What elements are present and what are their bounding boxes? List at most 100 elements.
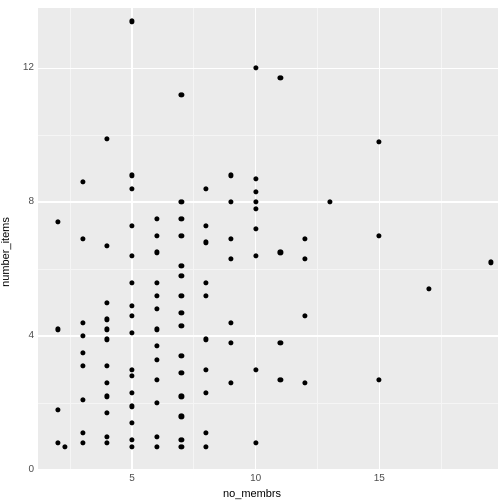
data-point bbox=[179, 92, 184, 97]
grid-major-v bbox=[131, 8, 133, 470]
data-point bbox=[154, 280, 159, 285]
data-point bbox=[303, 256, 308, 261]
grid-minor-v bbox=[70, 8, 71, 470]
data-point bbox=[488, 260, 493, 265]
data-point bbox=[154, 377, 159, 382]
grid-minor-v bbox=[441, 8, 442, 470]
data-point bbox=[105, 364, 110, 369]
plot-panel bbox=[38, 8, 498, 470]
data-point bbox=[80, 333, 85, 338]
data-point bbox=[80, 364, 85, 369]
data-point bbox=[105, 300, 110, 305]
data-point bbox=[129, 390, 134, 395]
x-tick-label: 5 bbox=[129, 473, 135, 484]
data-point bbox=[204, 280, 209, 285]
data-point bbox=[253, 206, 258, 211]
data-point bbox=[80, 350, 85, 355]
data-point bbox=[154, 233, 159, 238]
data-point bbox=[154, 434, 159, 439]
data-point bbox=[129, 374, 134, 379]
data-point bbox=[228, 200, 233, 205]
data-point bbox=[154, 307, 159, 312]
data-point bbox=[228, 173, 233, 178]
grid-major-v bbox=[255, 8, 257, 470]
data-point bbox=[80, 397, 85, 402]
grid-major-v bbox=[379, 8, 381, 470]
data-point bbox=[204, 293, 209, 298]
data-point bbox=[179, 354, 184, 359]
data-point bbox=[80, 179, 85, 184]
data-point bbox=[154, 400, 159, 405]
data-point bbox=[204, 444, 209, 449]
data-point bbox=[80, 441, 85, 446]
data-point bbox=[129, 444, 134, 449]
data-point bbox=[129, 421, 134, 426]
data-point bbox=[105, 394, 110, 399]
data-point bbox=[179, 437, 184, 442]
data-point bbox=[129, 173, 134, 178]
data-point bbox=[63, 444, 68, 449]
data-point bbox=[179, 323, 184, 328]
data-point bbox=[278, 340, 283, 345]
data-point bbox=[179, 263, 184, 268]
data-point bbox=[179, 310, 184, 315]
data-point bbox=[228, 320, 233, 325]
data-point bbox=[253, 441, 258, 446]
data-point bbox=[303, 236, 308, 241]
data-point bbox=[179, 273, 184, 278]
data-point bbox=[105, 441, 110, 446]
data-point bbox=[154, 293, 159, 298]
data-point bbox=[154, 357, 159, 362]
data-point bbox=[129, 223, 134, 228]
data-point bbox=[129, 367, 134, 372]
data-point bbox=[228, 340, 233, 345]
data-point bbox=[204, 431, 209, 436]
data-point bbox=[80, 431, 85, 436]
data-point bbox=[105, 410, 110, 415]
data-point bbox=[377, 233, 382, 238]
grid-major-h bbox=[38, 201, 498, 203]
data-point bbox=[55, 407, 60, 412]
data-point bbox=[55, 327, 60, 332]
data-point bbox=[253, 66, 258, 71]
y-tick-label: 8 bbox=[28, 196, 34, 207]
data-point bbox=[179, 233, 184, 238]
grid-major-h bbox=[38, 469, 498, 471]
data-point bbox=[179, 444, 184, 449]
data-point bbox=[129, 404, 134, 409]
data-point bbox=[204, 240, 209, 245]
data-point bbox=[179, 414, 184, 419]
data-point bbox=[105, 434, 110, 439]
data-point bbox=[426, 287, 431, 292]
data-point bbox=[253, 253, 258, 258]
data-point bbox=[129, 19, 134, 24]
scatter-plot: number_items no_membrs 04812 51015 bbox=[0, 0, 504, 504]
data-point bbox=[204, 390, 209, 395]
data-point bbox=[80, 320, 85, 325]
data-point bbox=[129, 186, 134, 191]
data-point bbox=[179, 216, 184, 221]
data-point bbox=[204, 337, 209, 342]
data-point bbox=[105, 136, 110, 141]
y-axis-title: number_items bbox=[0, 217, 12, 287]
data-point bbox=[278, 377, 283, 382]
data-point bbox=[154, 327, 159, 332]
data-point bbox=[204, 186, 209, 191]
data-point bbox=[80, 236, 85, 241]
data-point bbox=[105, 243, 110, 248]
data-point bbox=[253, 176, 258, 181]
data-point bbox=[204, 223, 209, 228]
data-point bbox=[303, 380, 308, 385]
data-point bbox=[129, 280, 134, 285]
x-tick-label: 10 bbox=[250, 473, 261, 484]
data-point bbox=[129, 253, 134, 258]
data-point bbox=[253, 200, 258, 205]
y-tick-label: 4 bbox=[28, 330, 34, 341]
data-point bbox=[228, 256, 233, 261]
data-point bbox=[278, 250, 283, 255]
data-point bbox=[377, 139, 382, 144]
data-point bbox=[253, 190, 258, 195]
x-tick-label: 15 bbox=[374, 473, 385, 484]
y-tick-label: 0 bbox=[28, 464, 34, 475]
data-point bbox=[204, 367, 209, 372]
